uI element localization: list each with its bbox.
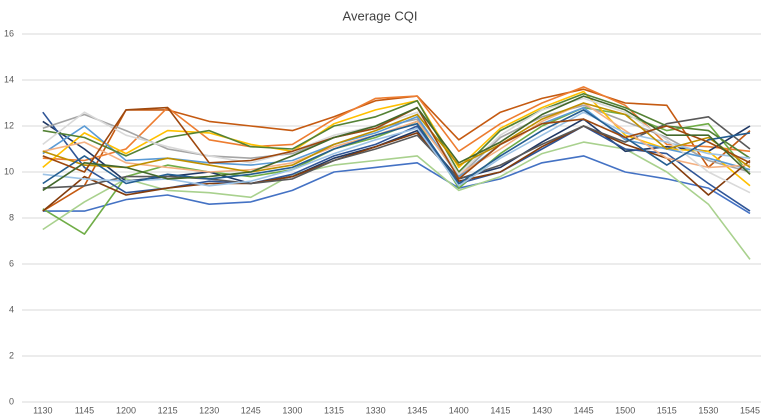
y-tick-label: 8 (9, 212, 14, 222)
series-line (42, 86, 751, 162)
series-line (42, 106, 751, 180)
x-tick-label: 1215 (158, 405, 178, 415)
x-tick-label: 1130 (33, 405, 52, 415)
series-line (42, 93, 751, 173)
series-line (42, 125, 751, 212)
x-tick-label: 1500 (615, 405, 635, 415)
chart-title: Average CQI (343, 8, 418, 23)
x-tick-label: 1515 (657, 405, 677, 415)
y-tick-label: 16 (4, 28, 14, 38)
x-tick-label: 1245 (241, 405, 261, 415)
x-tick-label: 1430 (532, 405, 552, 415)
x-tick-label: 1345 (407, 405, 427, 415)
y-tick-label: 0 (9, 396, 14, 406)
x-tick-label: 1330 (366, 405, 386, 415)
series-line (42, 109, 751, 185)
series-line (42, 95, 751, 192)
x-tick-label: 1445 (574, 405, 594, 415)
y-tick-label: 14 (4, 74, 14, 84)
series-line (42, 102, 751, 173)
x-tick-label: 1300 (282, 405, 302, 415)
x-tick-label: 1530 (698, 405, 718, 415)
series-line (42, 104, 751, 178)
x-tick-label: 1145 (75, 405, 94, 415)
x-tick-label: 1230 (199, 405, 219, 415)
series-line (42, 111, 751, 187)
y-tick-label: 10 (4, 166, 14, 176)
x-tick-label: 1400 (449, 405, 469, 415)
series-line (42, 88, 751, 212)
y-tick-label: 4 (9, 304, 14, 314)
series-line (42, 155, 751, 215)
x-tick-label: 1415 (490, 405, 510, 415)
y-tick-label: 12 (4, 120, 14, 130)
series-line (42, 90, 751, 187)
x-tick-label: 1545 (740, 405, 760, 415)
y-tick-label: 6 (9, 258, 14, 268)
x-tick-label: 1200 (116, 405, 136, 415)
y-tick-label: 2 (9, 350, 14, 360)
series-line (42, 97, 751, 194)
x-tick-label: 1315 (324, 405, 344, 415)
